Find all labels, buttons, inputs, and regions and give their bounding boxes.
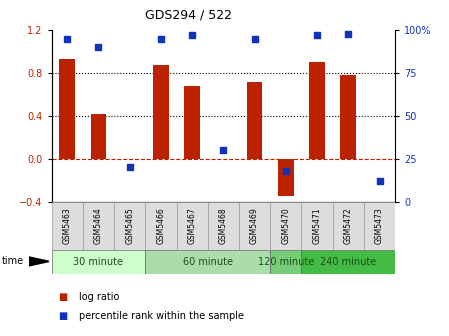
Bar: [52, 202, 83, 250]
Text: GSM5466: GSM5466: [156, 208, 165, 244]
Bar: [278, 159, 294, 196]
Point: [251, 36, 258, 42]
Text: GSM5463: GSM5463: [63, 208, 72, 244]
Bar: [145, 250, 270, 274]
Text: percentile rank within the sample: percentile rank within the sample: [79, 311, 243, 321]
Text: GSM5472: GSM5472: [344, 208, 353, 244]
Text: GSM5473: GSM5473: [375, 208, 384, 244]
Point: [220, 148, 227, 153]
Text: log ratio: log ratio: [79, 292, 119, 302]
Point: [376, 178, 383, 184]
Text: GSM5464: GSM5464: [94, 208, 103, 244]
Bar: [270, 250, 301, 274]
Text: 30 minute: 30 minute: [74, 257, 123, 267]
Text: GSM5471: GSM5471: [313, 208, 321, 244]
Bar: [309, 62, 325, 159]
Bar: [239, 202, 270, 250]
Bar: [91, 114, 106, 159]
Bar: [59, 59, 75, 159]
Text: GSM5469: GSM5469: [250, 208, 259, 244]
Point: [157, 36, 164, 42]
Text: time: time: [2, 256, 24, 266]
Point: [345, 31, 352, 36]
Bar: [52, 250, 145, 274]
Bar: [185, 86, 200, 159]
Text: GSM5470: GSM5470: [282, 208, 291, 244]
Bar: [208, 202, 239, 250]
Point: [313, 33, 321, 38]
Text: GSM5465: GSM5465: [125, 208, 134, 244]
Bar: [301, 202, 333, 250]
Bar: [145, 202, 176, 250]
Text: 60 minute: 60 minute: [183, 257, 233, 267]
Bar: [340, 75, 356, 159]
Point: [64, 36, 71, 42]
Text: 120 minute: 120 minute: [258, 257, 314, 267]
Bar: [83, 202, 114, 250]
Polygon shape: [29, 257, 49, 266]
Bar: [301, 250, 395, 274]
Bar: [270, 202, 301, 250]
Bar: [176, 202, 208, 250]
Point: [189, 33, 196, 38]
Bar: [333, 202, 364, 250]
Text: ■: ■: [58, 292, 68, 302]
Bar: [114, 202, 145, 250]
Point: [95, 45, 102, 50]
Bar: [247, 82, 262, 159]
Point: [282, 168, 290, 173]
Point: [126, 165, 133, 170]
Text: 240 minute: 240 minute: [320, 257, 376, 267]
Bar: [364, 202, 395, 250]
Text: GSM5468: GSM5468: [219, 208, 228, 244]
Text: ■: ■: [58, 311, 68, 321]
Text: GSM5467: GSM5467: [188, 208, 197, 244]
Text: GDS294 / 522: GDS294 / 522: [145, 8, 232, 22]
Bar: [153, 65, 169, 159]
